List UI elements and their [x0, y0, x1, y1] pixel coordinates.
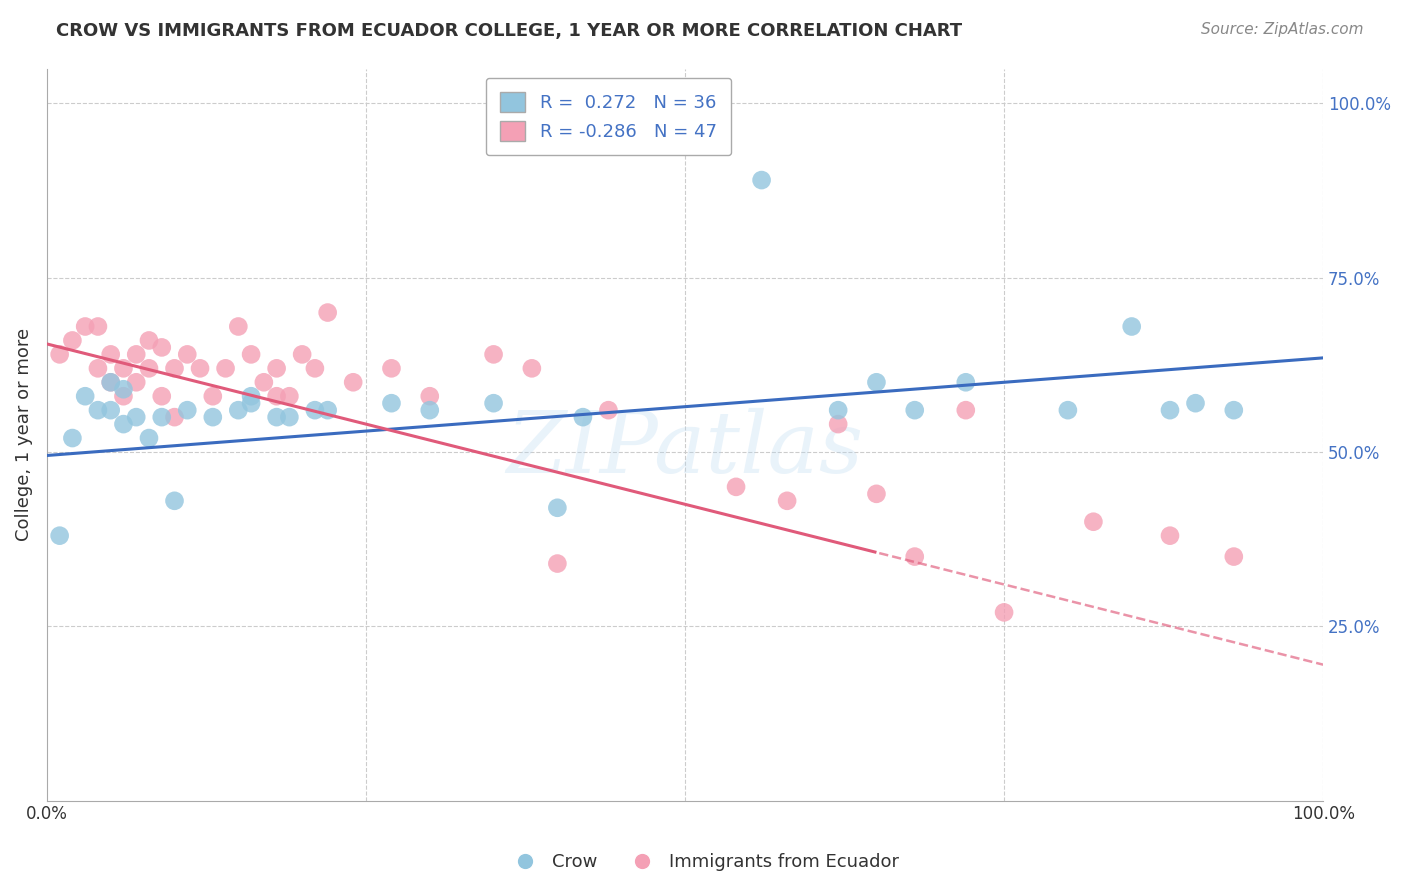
Point: [163, 493, 186, 508]
Point: [201, 389, 224, 403]
Text: CROW VS IMMIGRANTS FROM ECUADOR COLLEGE, 1 YEAR OR MORE CORRELATION CHART: CROW VS IMMIGRANTS FROM ECUADOR COLLEGE,…: [56, 22, 962, 40]
Point: [163, 410, 186, 425]
Point: [291, 347, 314, 361]
Point: [380, 361, 402, 376]
Point: [75, 319, 97, 334]
Point: [827, 417, 849, 431]
Point: [125, 410, 148, 425]
Point: [253, 376, 276, 390]
Point: [48, 529, 70, 543]
Point: [228, 403, 250, 417]
Point: [112, 389, 135, 403]
Point: [316, 305, 339, 319]
Point: [955, 376, 977, 390]
Point: [482, 396, 505, 410]
Point: [904, 403, 927, 417]
Point: [419, 403, 441, 417]
Point: [150, 389, 173, 403]
Point: [342, 376, 364, 390]
Point: [138, 431, 160, 445]
Point: [419, 389, 441, 403]
Point: [725, 480, 748, 494]
Point: [1057, 403, 1080, 417]
Point: [87, 361, 110, 376]
Point: [304, 361, 326, 376]
Point: [87, 319, 110, 334]
Legend: Crow, Immigrants from Ecuador: Crow, Immigrants from Ecuador: [499, 847, 907, 879]
Point: [138, 361, 160, 376]
Point: [150, 340, 173, 354]
Text: Source: ZipAtlas.com: Source: ZipAtlas.com: [1201, 22, 1364, 37]
Legend: R =  0.272   N = 36, R = -0.286   N = 47: R = 0.272 N = 36, R = -0.286 N = 47: [485, 78, 731, 155]
Point: [1184, 396, 1206, 410]
Point: [163, 361, 186, 376]
Point: [304, 403, 326, 417]
Point: [125, 376, 148, 390]
Point: [955, 403, 977, 417]
Point: [112, 417, 135, 431]
Point: [48, 347, 70, 361]
Point: [240, 347, 263, 361]
Point: [240, 389, 263, 403]
Point: [240, 396, 263, 410]
Point: [100, 403, 122, 417]
Point: [62, 431, 84, 445]
Point: [572, 410, 595, 425]
Point: [100, 376, 122, 390]
Point: [865, 487, 887, 501]
Point: [1223, 549, 1246, 564]
Point: [278, 389, 301, 403]
Point: [776, 493, 799, 508]
Point: [598, 403, 620, 417]
Point: [100, 376, 122, 390]
Point: [201, 410, 224, 425]
Point: [380, 396, 402, 410]
Point: [214, 361, 236, 376]
Point: [1159, 529, 1181, 543]
Point: [266, 410, 288, 425]
Text: ZIPatlas: ZIPatlas: [506, 408, 863, 491]
Point: [546, 557, 568, 571]
Point: [1223, 403, 1246, 417]
Point: [1083, 515, 1105, 529]
Point: [188, 361, 211, 376]
Point: [865, 376, 887, 390]
Point: [904, 549, 927, 564]
Point: [1159, 403, 1181, 417]
Point: [125, 347, 148, 361]
Y-axis label: College, 1 year or more: College, 1 year or more: [15, 328, 32, 541]
Point: [176, 403, 198, 417]
Point: [278, 410, 301, 425]
Point: [751, 173, 773, 187]
Point: [100, 347, 122, 361]
Point: [1121, 319, 1143, 334]
Point: [150, 410, 173, 425]
Point: [316, 403, 339, 417]
Point: [87, 403, 110, 417]
Point: [993, 606, 1015, 620]
Point: [112, 361, 135, 376]
Point: [520, 361, 543, 376]
Point: [112, 382, 135, 396]
Point: [266, 389, 288, 403]
Point: [228, 319, 250, 334]
Point: [75, 389, 97, 403]
Point: [176, 347, 198, 361]
Point: [482, 347, 505, 361]
Point: [138, 334, 160, 348]
Point: [827, 403, 849, 417]
Point: [62, 334, 84, 348]
Point: [546, 500, 568, 515]
Point: [266, 361, 288, 376]
